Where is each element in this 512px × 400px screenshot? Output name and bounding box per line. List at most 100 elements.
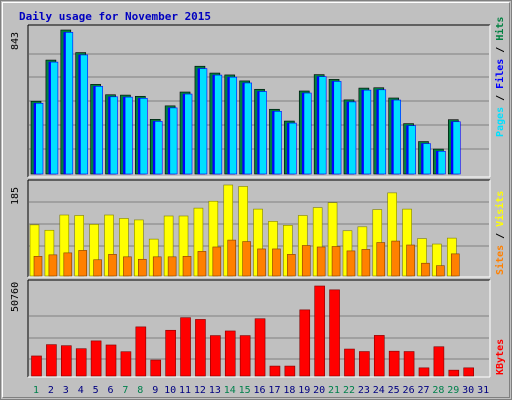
sites-bar — [287, 254, 296, 277]
kbytes-bar — [433, 346, 445, 377]
pages-bar-shade — [108, 96, 111, 174]
sites-bar — [33, 256, 43, 277]
pages-bar-shade — [361, 90, 364, 174]
day-label: 24 — [373, 385, 385, 396]
kbytes-bar — [31, 355, 42, 377]
sites-bar — [108, 254, 117, 277]
sites-bar — [361, 249, 371, 277]
ylabel-part-files: Files — [494, 59, 506, 89]
pages-bar-shade — [391, 100, 394, 174]
sites-bar — [421, 262, 430, 277]
sites-bar — [93, 259, 102, 277]
ylabel-part-sites: Sites — [494, 245, 506, 275]
day-label: 16 — [254, 385, 266, 396]
day-label: 17 — [268, 385, 280, 396]
pages-bar-shade — [451, 121, 454, 174]
pages-bar-shade — [376, 89, 379, 174]
pages-bar-shade — [317, 76, 320, 174]
day-label: 7 — [122, 385, 128, 396]
sites-bar — [152, 256, 162, 277]
sites-bar — [257, 248, 266, 277]
pages-bar-shade — [287, 123, 290, 174]
kbytes-bar — [299, 309, 311, 377]
day-label: 28 — [432, 385, 444, 396]
sites-bar — [391, 240, 400, 277]
kbytes-bar — [359, 351, 370, 377]
kbytes-bar — [46, 344, 57, 377]
day-label: 4 — [78, 385, 84, 396]
pages-bar-shade — [168, 107, 171, 174]
sites-bar — [301, 245, 311, 277]
day-label: 23 — [358, 385, 370, 396]
pages-bar-shade — [406, 125, 409, 174]
kbytes-bar — [75, 348, 87, 377]
kbytes-bar — [403, 351, 415, 377]
kbytes-bar — [314, 285, 325, 377]
kbytes-bar — [195, 319, 206, 377]
pages-bar-shade — [78, 54, 81, 175]
day-label: 3 — [63, 385, 69, 396]
kbytes-bar — [61, 345, 72, 377]
kbytes-ylabel: KBytes — [495, 339, 506, 375]
day-label: 14 — [224, 385, 236, 396]
sites-bar — [450, 253, 460, 277]
sites-bar — [272, 248, 281, 277]
ylabel-part-visits: Visits — [494, 191, 506, 227]
pages-bar-shade — [436, 151, 439, 174]
kbytes-bar — [373, 335, 385, 377]
sites-bar — [182, 256, 192, 277]
ylabel-separator: / — [495, 41, 506, 59]
kbytes-bar — [224, 330, 236, 377]
day-label: 18 — [283, 385, 295, 396]
kbytes-bar — [150, 359, 162, 377]
kbytes-bar — [254, 318, 266, 377]
day-label: 1 — [33, 385, 39, 396]
pages-bar-shade — [272, 111, 275, 174]
day-label: 30 — [462, 385, 474, 396]
hits-y-max-label: 843 — [10, 32, 21, 50]
ylabel-part-hits: Hits — [494, 17, 506, 41]
day-label: 31 — [477, 385, 489, 396]
kbytes-bar — [210, 335, 221, 377]
sites-bar — [406, 244, 415, 277]
ylabel-part-pages: Pages — [495, 107, 506, 137]
sites-bar — [346, 250, 356, 277]
kbytes-bar — [284, 365, 296, 377]
kbytes-bar — [165, 329, 176, 377]
sites-bar — [138, 258, 147, 277]
pages-bar-shade — [302, 93, 305, 174]
day-label: 25 — [388, 385, 400, 396]
day-label: 5 — [93, 385, 99, 396]
kbytes-bar — [448, 369, 460, 377]
day-label: 21 — [328, 385, 340, 396]
pages-bar-shade — [183, 94, 186, 174]
day-label: 13 — [209, 385, 221, 396]
ylabel-separator: / — [495, 89, 506, 107]
pages-bar-shade — [63, 32, 66, 174]
pages-bar-shade — [93, 86, 96, 174]
day-label: 10 — [164, 385, 176, 396]
kbytes-bar — [463, 367, 474, 377]
pages-bar-shade — [227, 77, 230, 174]
chart-title: Daily usage for November 2015 — [19, 10, 211, 23]
pages-bar-shade — [421, 143, 424, 174]
sites-bar — [78, 250, 88, 277]
kbytes-bar — [344, 348, 355, 377]
kbytes-bar — [180, 317, 191, 377]
day-label: 26 — [403, 385, 415, 396]
sites-bar — [197, 251, 207, 277]
kbytes-bar — [239, 335, 251, 377]
day-label: 8 — [137, 385, 143, 396]
sites-bar — [331, 246, 341, 277]
sites-bar — [167, 256, 177, 277]
pages-bar-shade — [153, 121, 156, 174]
kbytes-bar — [418, 367, 430, 377]
visits-y-max-label: 185 — [10, 187, 21, 205]
kbytes-bar — [329, 289, 340, 377]
day-label: 19 — [298, 385, 310, 396]
sites-bar — [376, 242, 386, 277]
day-label: 15 — [239, 385, 251, 396]
day-label: 29 — [447, 385, 459, 396]
